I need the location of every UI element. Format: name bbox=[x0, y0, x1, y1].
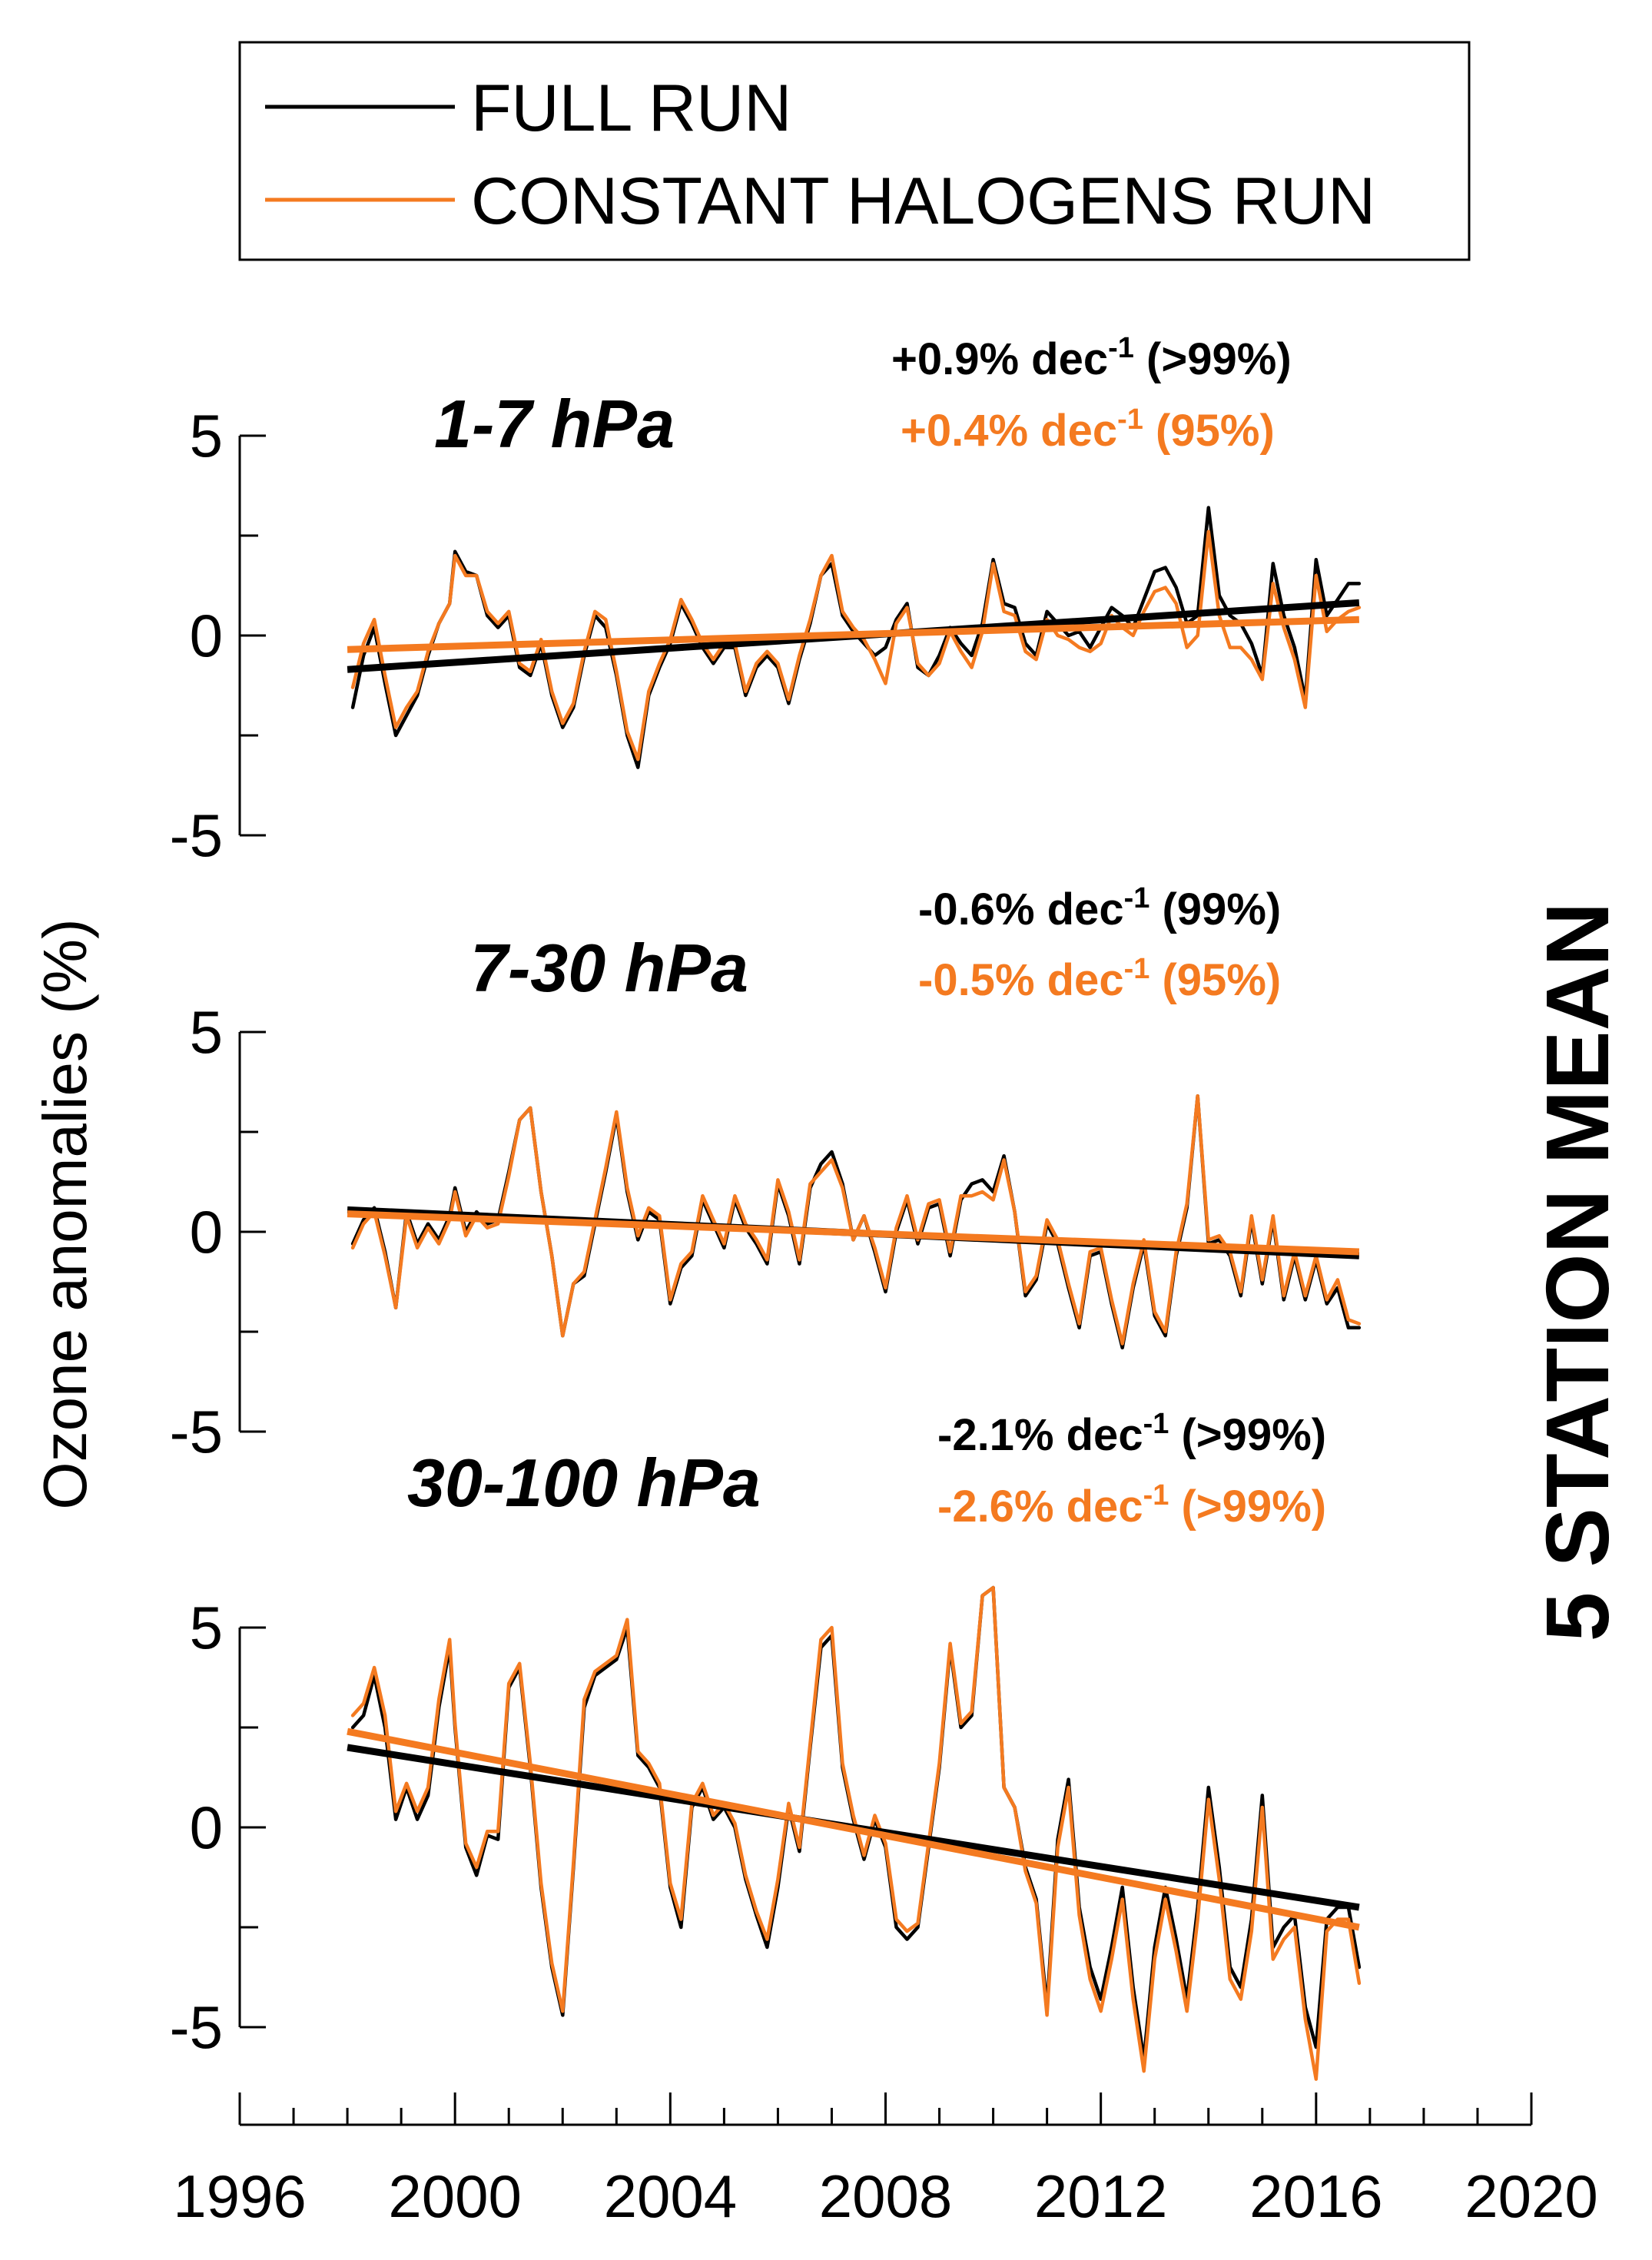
trend-text-constant-halogens: -2.6% dec-1 (>99%) bbox=[937, 1479, 1326, 1532]
y-tick-label: -5 bbox=[170, 801, 223, 869]
trend-text-full-run: -0.6% dec-1 (99%) bbox=[918, 882, 1281, 934]
trend-text-constant-halogens: -0.5% dec-1 (95%) bbox=[918, 953, 1281, 1005]
x-axis: 1996 2000 2004 2008 2012 2016 2020 bbox=[173, 2092, 1598, 2230]
y-tick-label: 0 bbox=[190, 1198, 223, 1266]
trend-text-full-run: +0.9% dec-1 (>99%) bbox=[891, 332, 1292, 384]
plot-area bbox=[347, 506, 1362, 769]
y-tick-label: 0 bbox=[190, 602, 223, 669]
y-axis-label: Ozone anomalies (%) bbox=[31, 918, 99, 1509]
trend-line-constant-halogens bbox=[347, 616, 1359, 653]
panel-title: 30-100 hPa bbox=[407, 1445, 761, 1521]
x-tick-label: 2000 bbox=[388, 2162, 522, 2230]
y-axis: -5 0 5 bbox=[170, 402, 266, 869]
x-tick-label: 2008 bbox=[819, 2162, 953, 2230]
trend-line-constant-halogens bbox=[347, 1727, 1360, 1931]
x-tick-label: 1996 bbox=[173, 2162, 307, 2230]
y-tick-label: 5 bbox=[190, 1594, 223, 1661]
x-tick-label: 2020 bbox=[1465, 2162, 1598, 2230]
legend-box bbox=[238, 41, 1471, 261]
y-tick-label: -5 bbox=[170, 1993, 223, 2061]
panel-title: 7-30 hPa bbox=[470, 930, 748, 1006]
side-title: 5 STATION MEAN bbox=[1528, 902, 1627, 1641]
trend-text-full-run: -2.1% dec-1 (>99%) bbox=[937, 1408, 1326, 1460]
y-tick-label: 0 bbox=[190, 1794, 223, 1861]
y-axis: -5 0 5 bbox=[170, 998, 266, 1465]
legend: FULL RUN CONSTANT HALOGENS RUN bbox=[238, 41, 1471, 261]
x-tick-label: 2004 bbox=[604, 2162, 738, 2230]
series-line-constant-halogens bbox=[350, 1585, 1362, 2081]
plot-area bbox=[347, 1585, 1362, 2081]
y-tick-label: 5 bbox=[190, 402, 223, 470]
trend-line-constant-halogens bbox=[347, 1210, 1360, 1256]
x-tick-label: 2012 bbox=[1034, 2162, 1168, 2230]
y-tick-label: -5 bbox=[170, 1398, 223, 1465]
trend-text-constant-halogens: +0.4% dec-1 (95%) bbox=[901, 403, 1275, 456]
legend-label-full-run: FULL RUN bbox=[471, 71, 791, 145]
x-tick-label: 2016 bbox=[1249, 2162, 1383, 2230]
panel-7-30-hpa: 7-30 hPa -0.6% dec-1 (99%) -0.5% dec-1 (… bbox=[170, 882, 1362, 1465]
panel-title: 1-7 hPa bbox=[434, 386, 675, 462]
panel-30-100-hpa: 30-100 hPa -2.1% dec-1 (>99%) -2.6% dec-… bbox=[170, 1408, 1362, 2081]
y-tick-label: 5 bbox=[190, 998, 223, 1066]
plot-area bbox=[347, 1093, 1362, 1350]
series-line-constant-halogens bbox=[350, 1093, 1362, 1346]
legend-label-constant-halogens: CONSTANT HALOGENS RUN bbox=[471, 164, 1375, 238]
y-axis: -5 0 5 bbox=[170, 1594, 266, 2061]
panel-1-7-hpa: 1-7 hPa +0.9% dec-1 (>99%) +0.4% dec-1 (… bbox=[170, 332, 1362, 869]
